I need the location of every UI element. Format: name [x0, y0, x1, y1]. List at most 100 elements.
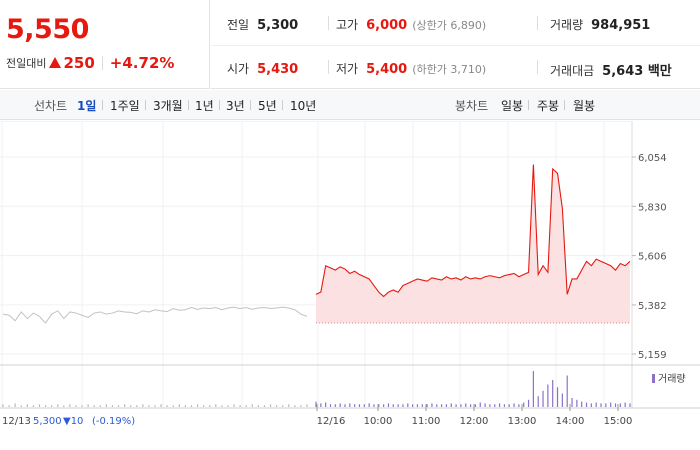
divider: [564, 100, 565, 110]
volume-bar: [581, 401, 583, 407]
volume-bar: [566, 375, 568, 407]
volume-bar: [227, 405, 229, 407]
price-chart[interactable]: 6,054 5,830 5,606 5,382 5,159 12/16 10:00 11:0…: [0, 120, 700, 450]
up-triangle-icon: [49, 57, 62, 68]
volume-bar: [412, 404, 414, 407]
volume-bar: [57, 404, 59, 407]
price-change: 전일대비 250 +4.72%: [6, 54, 174, 72]
volume-label: 거래량: [550, 18, 584, 32]
volume-bar: [547, 384, 549, 407]
volume-bar: [445, 404, 448, 407]
price-area: [316, 164, 630, 324]
volume-bar: [421, 404, 423, 407]
volume-bar: [561, 393, 563, 407]
volume-bar: [508, 404, 510, 407]
volume-bar: [130, 405, 132, 407]
volume-bar: [387, 403, 390, 407]
volume-bar: [184, 405, 186, 407]
volume-bar: [136, 405, 138, 407]
open-label: 시가: [227, 62, 250, 76]
volume-bar: [605, 403, 607, 407]
change-label: 전일대비: [6, 57, 47, 70]
volume-bar: [556, 387, 559, 407]
open: 시가 5,430: [227, 60, 298, 77]
period-1w[interactable]: 1주일: [110, 99, 140, 113]
open-value: 5,430: [257, 62, 299, 77]
volume-bar: [624, 402, 626, 407]
volume-bar: [474, 404, 477, 407]
divider: [328, 16, 329, 30]
prev-change-pct: (-0.19%): [92, 416, 135, 427]
divider: [250, 100, 251, 110]
volume-bar: [20, 405, 22, 407]
volume-bar: [344, 404, 346, 407]
volume-bar: [38, 404, 41, 407]
volume-bar: [358, 404, 361, 407]
prev-close-value: 5,300: [257, 18, 299, 33]
volume-bar: [537, 396, 539, 407]
volume-bar: [339, 403, 341, 407]
x-tick-label: 10:00: [364, 416, 393, 427]
volume-bars: [2, 371, 631, 407]
volume-bar: [105, 404, 107, 407]
volume-bar: [63, 405, 65, 407]
volume-bar: [426, 404, 428, 407]
period-1d[interactable]: 1일: [77, 99, 97, 113]
x-tick-label: 12:00: [460, 416, 489, 427]
volume-bar: [378, 404, 380, 407]
low: 저가 5,400 (하한가 3,710): [336, 60, 486, 77]
quote-details: 전일 5,300 고가 6,000 (상한가 6,890) 거래량 984,95…: [211, 0, 700, 89]
prev-close: 전일 5,300: [227, 16, 298, 33]
divider: [145, 100, 146, 110]
volume-value: 984,951: [591, 18, 651, 33]
legend-label: 거래량: [658, 373, 686, 385]
volume-bar: [431, 403, 433, 407]
period-1y[interactable]: 1년: [195, 99, 214, 113]
prev-close-value: 5,300: [33, 416, 62, 427]
candle-monthly[interactable]: 월봉: [573, 99, 596, 113]
y-tick-label: 5,606: [638, 252, 667, 263]
period-3y[interactable]: 3년: [226, 99, 245, 113]
legend-swatch: [652, 374, 655, 383]
volume-bar: [325, 402, 327, 407]
volume-bar: [2, 404, 4, 407]
volume-bar: [479, 402, 481, 407]
volume-bar: [349, 403, 351, 407]
period-5y[interactable]: 5년: [258, 99, 277, 113]
prev-close-label: 전일: [227, 18, 250, 32]
volume-bar: [600, 403, 602, 407]
y-tick-label: 6,054: [638, 153, 667, 164]
y-tick-label: 5,159: [638, 350, 667, 361]
price-lines: [2, 164, 631, 324]
volume-bar: [392, 404, 394, 407]
divider: [537, 16, 538, 30]
period-10y[interactable]: 10년: [290, 99, 317, 113]
volume-bar: [407, 403, 409, 407]
trade-value-value: 5,643 백만: [602, 64, 672, 79]
volume-bar: [315, 401, 317, 407]
current-price: 5,550: [6, 14, 89, 45]
volume-bar: [498, 403, 501, 407]
chart-toolbar: 선차트 1일 1주일 3개월 1년 3년 5년 10년 봉차트 일봉 주봉 월봉: [0, 90, 700, 120]
volume-bar: [69, 404, 71, 407]
volume-bar: [329, 404, 332, 407]
volume-bar: [590, 403, 592, 407]
volume-bar: [148, 405, 150, 407]
period-3m[interactable]: 3개월: [153, 99, 183, 113]
volume-bar: [245, 405, 247, 407]
candle-weekly[interactable]: 주봉: [537, 99, 560, 113]
volume-bar: [209, 405, 211, 407]
volume-bar: [263, 405, 266, 407]
volume-bar: [610, 402, 612, 407]
volume-legend: 거래량: [652, 373, 686, 385]
candle-daily[interactable]: 일봉: [501, 99, 524, 113]
volume-bar: [503, 404, 505, 407]
volume-bar: [124, 404, 126, 407]
volume-bar: [251, 404, 253, 407]
volume-bar: [450, 403, 452, 407]
price-chart-svg: 6,054 5,830 5,606 5,382 5,159 12/16 10:00 11:0…: [0, 120, 700, 427]
volume-bar: [320, 403, 322, 407]
divider: [102, 100, 103, 110]
volume-bar: [460, 404, 462, 407]
prev-session-line: [2, 306, 308, 324]
